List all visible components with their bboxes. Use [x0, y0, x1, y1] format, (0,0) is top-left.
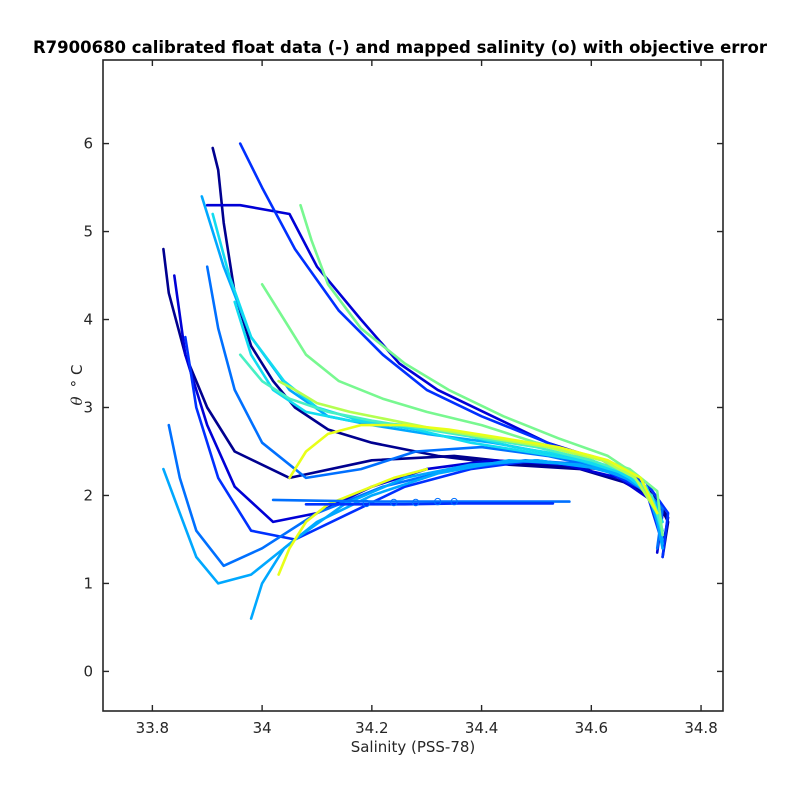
axes-frame	[102, 59, 724, 712]
y-tick-label: 4	[83, 311, 93, 329]
x-tick-label: 34	[253, 719, 272, 737]
mapped-salinity-markers	[362, 497, 458, 508]
y-tick-label: 5	[83, 223, 93, 241]
y-axis-label-unit: ° C	[68, 365, 86, 388]
y-axis-label: θ ° C	[67, 365, 86, 406]
y-axis-label-symbol: θ	[68, 396, 86, 405]
mapped-point-4	[362, 499, 371, 508]
mapped-point-2	[434, 497, 442, 506]
profile-line-15	[299, 203, 659, 515]
profile-line-20	[304, 502, 555, 506]
chart-title: R7900680 calibrated float data (-) and m…	[33, 38, 768, 57]
x-tick-label: 34.2	[355, 719, 388, 737]
y-tick-label: 3	[83, 398, 93, 416]
profile-line-0	[211, 146, 670, 559]
y-tick-label: 1	[83, 574, 93, 592]
y-tick-label: 2	[83, 486, 93, 504]
mapped-point-3	[450, 497, 458, 506]
mapped-point-1	[412, 498, 420, 507]
y-axis-ticks: 0 1 2 3 4 5 6	[83, 135, 723, 680]
x-tick-label: 34.4	[465, 719, 498, 737]
x-axis-label: Salinity (PSS-78)	[351, 738, 476, 756]
mapped-point-0	[390, 498, 398, 507]
svg-text:θ ° C: θ ° C	[67, 365, 86, 406]
y-tick-label: 0	[83, 662, 93, 680]
x-tick-label: 34.8	[684, 719, 717, 737]
y-tick-label: 6	[83, 135, 93, 153]
x-axis-ticks: 33.8 34 34.2 34.4 34.6 34.8	[136, 60, 718, 737]
profile-line-19	[271, 498, 571, 503]
profile-line-4	[238, 142, 670, 559]
plot-data-group	[162, 142, 670, 620]
profile-line-17	[288, 423, 659, 515]
x-tick-label: 33.8	[136, 719, 169, 737]
x-tick-label: 34.6	[575, 719, 608, 737]
